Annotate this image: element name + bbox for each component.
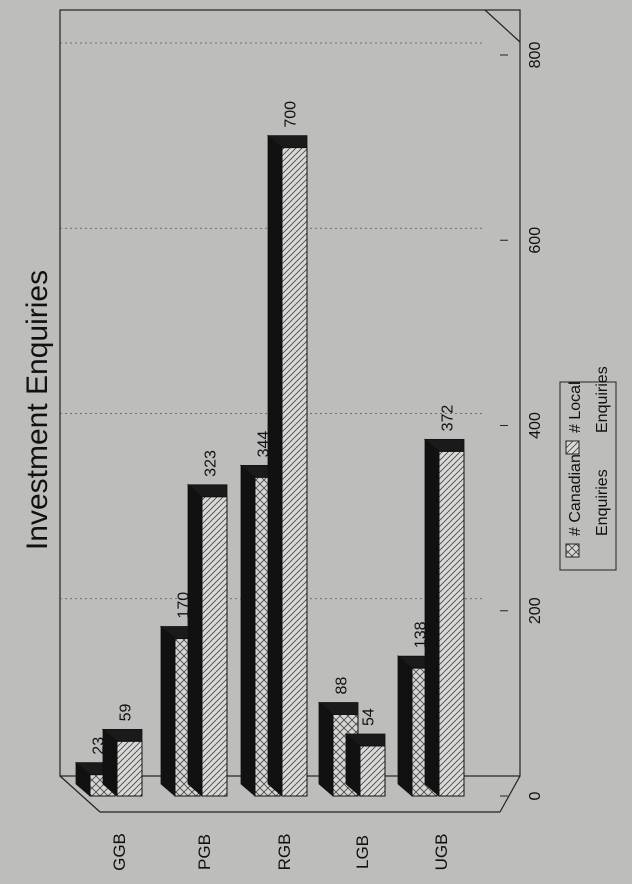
tick-label: 800: [527, 42, 544, 69]
legend-box: [559, 381, 617, 571]
bar: [101, 728, 143, 797]
grid-lines: [60, 42, 485, 600]
tick-label: 600: [527, 227, 544, 254]
category-labels: GGB PGB RGB LGB UGB: [110, 833, 451, 871]
category-label: RGB: [275, 834, 294, 871]
data-label: 138: [413, 621, 430, 648]
legend-label-local-1: # Local: [567, 381, 584, 433]
legend-swatch-local: [565, 440, 580, 455]
bars: [74, 134, 465, 797]
tick-label: 400: [527, 412, 544, 439]
data-label: 54: [361, 708, 378, 726]
tick-label: 200: [527, 597, 544, 624]
value-axis-ticks: 0 200 400 600 800: [500, 42, 544, 800]
category-label: LGB: [353, 835, 372, 869]
data-label: 344: [256, 431, 273, 458]
chart-title: Investment Enquiries: [21, 270, 54, 550]
data-label: 700: [283, 101, 300, 128]
data-label: 372: [440, 405, 457, 432]
bar: [266, 134, 308, 797]
legend: # Canadian Enquiries # Local Enquiries: [559, 366, 617, 571]
data-label: 23: [91, 737, 108, 755]
category-label: GGB: [110, 833, 129, 871]
legend-label-canadian-2: Enquiries: [594, 469, 611, 536]
tick-label: 0: [527, 791, 544, 800]
bar: [423, 438, 465, 797]
legend-label-local-2: Enquiries: [594, 366, 611, 433]
bar: [317, 701, 359, 797]
bar: [186, 483, 228, 797]
data-label: 88: [334, 677, 351, 695]
category-label: UGB: [432, 834, 451, 871]
data-label: 170: [176, 592, 193, 619]
data-labels: 23 59 170 323 344 700 88 54 138 372: [91, 101, 457, 755]
data-label: 323: [203, 450, 220, 477]
plot-top-right-edge: [484, 9, 521, 43]
legend-label-canadian-1: # Canadian: [567, 454, 584, 536]
category-label: PGB: [195, 834, 214, 870]
data-label: 59: [118, 703, 135, 721]
plot-floor-edge-top: [59, 775, 101, 813]
plot-floor-edge-bottom: [499, 775, 521, 813]
bar: [344, 733, 386, 797]
legend-swatch-canadian: [565, 543, 580, 558]
